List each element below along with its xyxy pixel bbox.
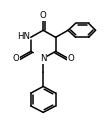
Text: O: O xyxy=(40,11,47,20)
Text: O: O xyxy=(67,54,74,63)
Text: O: O xyxy=(12,54,19,63)
Text: HN: HN xyxy=(17,32,30,41)
Text: N: N xyxy=(40,54,46,63)
